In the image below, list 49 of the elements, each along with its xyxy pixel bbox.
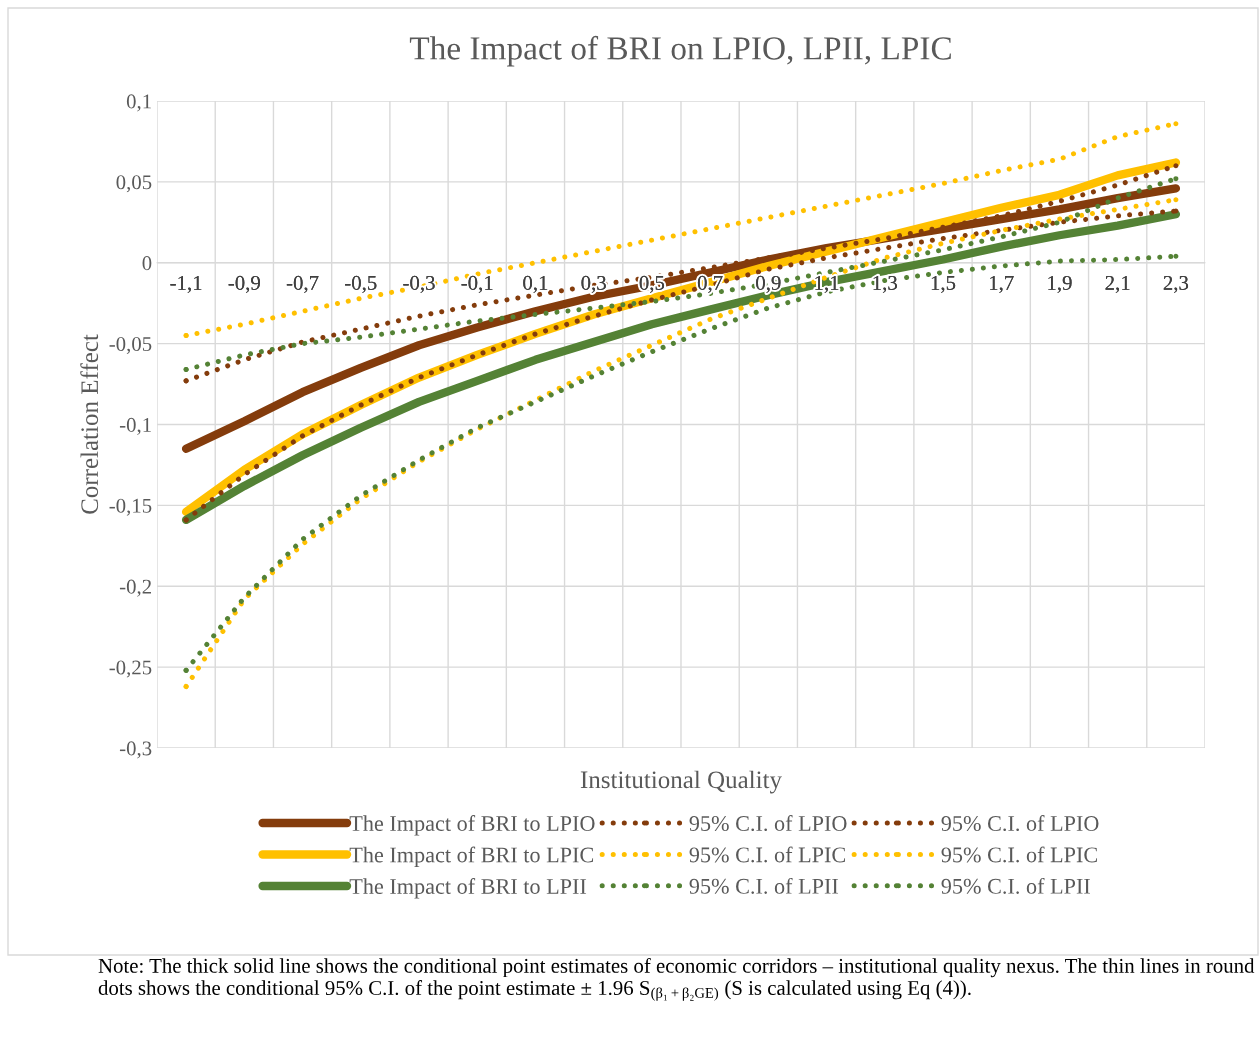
legend-label: 95% C.I. of LPIC (941, 846, 1097, 863)
point (1173, 121, 1179, 127)
y-tick-label: -0,2 (119, 579, 151, 597)
x-tick-label: -1,1 (170, 275, 202, 293)
y-tick-label: -0,15 (109, 498, 152, 516)
x-tick-label: 0,9 (756, 275, 781, 293)
point (183, 667, 189, 673)
x-tick-label: -0,9 (228, 275, 260, 293)
point (1173, 208, 1179, 214)
x-tick-label: -0,5 (345, 275, 377, 293)
point (183, 378, 189, 384)
y-tick-label: -0,25 (109, 660, 152, 678)
legend-label: The Impact of BRI to LPIC (349, 846, 594, 867)
point (183, 333, 189, 339)
x-tick-label: 2,1 (1105, 275, 1130, 293)
legend-label: 95% C.I. of LPIO (941, 815, 1099, 832)
x-tick-label: 0,3 (581, 275, 606, 293)
legend-label: The Impact of BRI to LPII (349, 878, 587, 899)
legend-label: The Impact of BRI to LPIO (349, 815, 595, 836)
point (183, 367, 189, 373)
y-tick-label: -0,3 (119, 741, 152, 759)
y-tick-label: -0,1 (119, 417, 151, 435)
point (1173, 176, 1179, 182)
legend-label: 95% C.I. of LPII (689, 877, 839, 894)
point (1173, 197, 1179, 203)
x-tick-label: -0,1 (461, 275, 493, 293)
y-tick-label: -0,05 (109, 337, 152, 355)
x-tick-label: 1,7 (990, 275, 1014, 293)
legend-label: 95% C.I. of LPIO (689, 815, 847, 832)
legend-label: 95% C.I. of LPIC (689, 846, 846, 863)
point (1173, 163, 1179, 169)
chart-title: The Impact of BRI on LPIO, LPII, LPIC (409, 35, 951, 67)
y-axis-title: Correlation Effect (80, 334, 99, 514)
point (1173, 253, 1179, 259)
x-tick-label: 0,1 (523, 275, 548, 293)
text: Note: The thick solid line shows the conditional point estimates of economic corridors – institutional quality nexus. The thin lines in round dots shows the conditional 95% C.I. of the point estimate ± 1.96 S$_{(β₁+β₂GE)}$ (S is calculated using Eq (4)). (98, 958, 1255, 1001)
y-tick-label: 0,05 (116, 175, 152, 193)
x-tick-label: 1,3 (873, 275, 897, 293)
x-tick-label: -0,3 (403, 275, 435, 293)
y-tick-label: 0 (142, 256, 152, 271)
legend-label: 95% C.I. of LPII (941, 877, 1090, 894)
point (183, 517, 189, 523)
y-tick-label: 0,1 (126, 94, 151, 112)
x-tick-label: 1,9 (1048, 275, 1072, 293)
point (183, 684, 189, 690)
x-tick-label: 1,5 (931, 275, 956, 293)
x-tick-label: 2,3 (1163, 275, 1189, 293)
x-tick-label: -0,7 (286, 275, 319, 293)
x-axis-title: Institutional Quality (580, 770, 782, 794)
